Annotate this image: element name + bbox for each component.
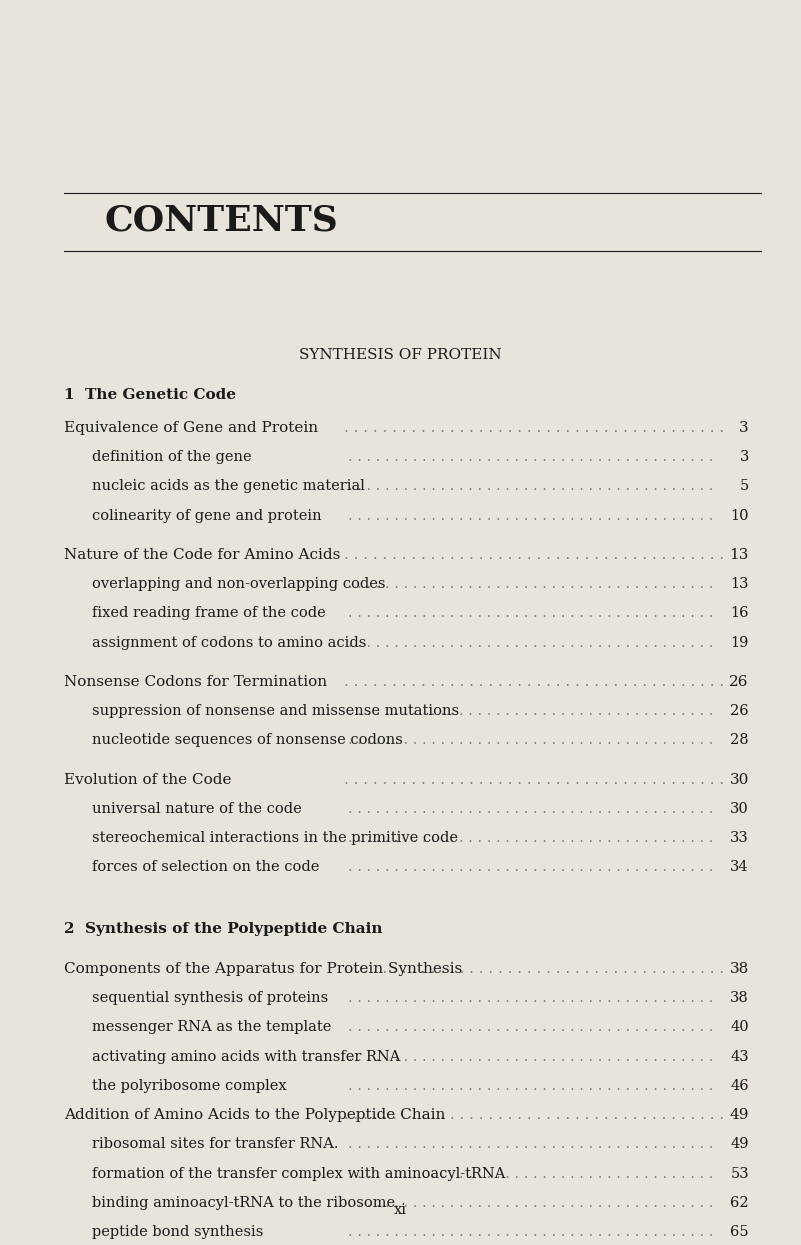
Text: CONTENTS: CONTENTS [104, 203, 338, 238]
Text: 30: 30 [731, 802, 749, 815]
Text: 43: 43 [731, 1050, 749, 1063]
Text: Nonsense Codons for Termination: Nonsense Codons for Termination [64, 675, 327, 688]
Text: 3: 3 [739, 421, 749, 435]
Text: colinearity of gene and protein: colinearity of gene and protein [92, 508, 322, 523]
Text: 26: 26 [730, 675, 749, 688]
Text: . . . . . . . . . . . . . . . . . . . . . . . . . . . . . . . . . . . . . . . .: . . . . . . . . . . . . . . . . . . . . … [348, 1225, 714, 1239]
Text: . . . . . . . . . . . . . . . . . . . . . . . . . . . . . . . . . . . . . . . .: . . . . . . . . . . . . . . . . . . . . … [348, 1078, 714, 1093]
Text: . . . . . . . . . . . . . . . . . . . . . . . . . . . . . . . . . . . . . . . .: . . . . . . . . . . . . . . . . . . . . … [348, 606, 714, 620]
Text: . . . . . . . . . . . . . . . . . . . . . . . . . . . . . . . . . . . . . . . .: . . . . . . . . . . . . . . . . . . . . … [344, 961, 725, 976]
Text: . . . . . . . . . . . . . . . . . . . . . . . . . . . . . . . . . . . . . . . .: . . . . . . . . . . . . . . . . . . . . … [344, 772, 725, 787]
Text: 13: 13 [730, 548, 749, 561]
Text: . . . . . . . . . . . . . . . . . . . . . . . . . . . . . . . . . . . . . . . .: . . . . . . . . . . . . . . . . . . . . … [348, 479, 714, 493]
Text: Evolution of the Code: Evolution of the Code [64, 772, 231, 787]
Text: forces of selection on the code: forces of selection on the code [92, 860, 320, 874]
Text: overlapping and non-overlapping codes: overlapping and non-overlapping codes [92, 576, 385, 591]
Text: formation of the transfer complex with aminoacyl-tRNA: formation of the transfer complex with a… [92, 1167, 505, 1180]
Text: ribosomal sites for transfer RNA.: ribosomal sites for transfer RNA. [92, 1138, 339, 1152]
Text: . . . . . . . . . . . . . . . . . . . . . . . . . . . . . . . . . . . . . . . .: . . . . . . . . . . . . . . . . . . . . … [348, 1050, 714, 1063]
Text: 49: 49 [730, 1108, 749, 1122]
Text: . . . . . . . . . . . . . . . . . . . . . . . . . . . . . . . . . . . . . . . .: . . . . . . . . . . . . . . . . . . . . … [348, 449, 714, 464]
Text: 40: 40 [731, 1021, 749, 1035]
Text: . . . . . . . . . . . . . . . . . . . . . . . . . . . . . . . . . . . . . . . .: . . . . . . . . . . . . . . . . . . . . … [344, 675, 725, 688]
Text: . . . . . . . . . . . . . . . . . . . . . . . . . . . . . . . . . . . . . . . .: . . . . . . . . . . . . . . . . . . . . … [348, 1138, 714, 1152]
Text: sequential synthesis of proteins: sequential synthesis of proteins [92, 991, 328, 1005]
Text: 5: 5 [739, 479, 749, 493]
Text: Nature of the Code for Amino Acids: Nature of the Code for Amino Acids [64, 548, 340, 561]
Text: 3: 3 [739, 449, 749, 464]
Text: definition of the gene: definition of the gene [92, 449, 252, 464]
Text: Components of the Apparatus for Protein Synthesis: Components of the Apparatus for Protein … [64, 961, 462, 976]
Text: xi: xi [394, 1203, 407, 1218]
Text: 38: 38 [731, 991, 749, 1005]
Text: . . . . . . . . . . . . . . . . . . . . . . . . . . . . . . . . . . . . . . . .: . . . . . . . . . . . . . . . . . . . . … [348, 860, 714, 874]
Text: binding aminoacyl-tRNA to the ribosome: binding aminoacyl-tRNA to the ribosome [92, 1195, 395, 1210]
Text: . . . . . . . . . . . . . . . . . . . . . . . . . . . . . . . . . . . . . . . .: . . . . . . . . . . . . . . . . . . . . … [348, 703, 714, 718]
Text: peptide bond synthesis: peptide bond synthesis [92, 1225, 264, 1239]
Text: . . . . . . . . . . . . . . . . . . . . . . . . . . . . . . . . . . . . . . . .: . . . . . . . . . . . . . . . . . . . . … [348, 508, 714, 523]
Text: universal nature of the code: universal nature of the code [92, 802, 302, 815]
Text: 19: 19 [731, 635, 749, 650]
Text: nucleotide sequences of nonsense codons: nucleotide sequences of nonsense codons [92, 733, 403, 747]
Text: 33: 33 [731, 832, 749, 845]
Text: Addition of Amino Acids to the Polypeptide Chain: Addition of Amino Acids to the Polypepti… [64, 1108, 445, 1122]
Text: . . . . . . . . . . . . . . . . . . . . . . . . . . . . . . . . . . . . . . . .: . . . . . . . . . . . . . . . . . . . . … [348, 832, 714, 845]
Text: messenger RNA as the template: messenger RNA as the template [92, 1021, 332, 1035]
Text: fixed reading frame of the code: fixed reading frame of the code [92, 606, 326, 620]
Text: . . . . . . . . . . . . . . . . . . . . . . . . . . . . . . . . . . . . . . . .: . . . . . . . . . . . . . . . . . . . . … [348, 1167, 714, 1180]
Text: 62: 62 [731, 1195, 749, 1210]
Text: . . . . . . . . . . . . . . . . . . . . . . . . . . . . . . . . . . . . . . . .: . . . . . . . . . . . . . . . . . . . . … [348, 1195, 714, 1210]
Text: 26: 26 [731, 703, 749, 718]
Text: . . . . . . . . . . . . . . . . . . . . . . . . . . . . . . . . . . . . . . . .: . . . . . . . . . . . . . . . . . . . . … [348, 991, 714, 1005]
Text: . . . . . . . . . . . . . . . . . . . . . . . . . . . . . . . . . . . . . . . .: . . . . . . . . . . . . . . . . . . . . … [344, 1108, 725, 1122]
Text: 28: 28 [731, 733, 749, 747]
Text: 38: 38 [730, 961, 749, 976]
Text: . . . . . . . . . . . . . . . . . . . . . . . . . . . . . . . . . . . . . . . .: . . . . . . . . . . . . . . . . . . . . … [348, 733, 714, 747]
Text: activating amino acids with transfer RNA: activating amino acids with transfer RNA [92, 1050, 400, 1063]
Text: 10: 10 [731, 508, 749, 523]
Text: 1  The Genetic Code: 1 The Genetic Code [64, 388, 236, 402]
Text: suppression of nonsense and missense mutations: suppression of nonsense and missense mut… [92, 703, 459, 718]
Text: 34: 34 [731, 860, 749, 874]
Text: . . . . . . . . . . . . . . . . . . . . . . . . . . . . . . . . . . . . . . . .: . . . . . . . . . . . . . . . . . . . . … [344, 421, 725, 435]
Text: the polyribosome complex: the polyribosome complex [92, 1078, 287, 1093]
Text: nucleic acids as the genetic material: nucleic acids as the genetic material [92, 479, 365, 493]
Text: stereochemical interactions in the primitive code: stereochemical interactions in the primi… [92, 832, 458, 845]
Text: 49: 49 [731, 1138, 749, 1152]
Text: 16: 16 [731, 606, 749, 620]
Text: . . . . . . . . . . . . . . . . . . . . . . . . . . . . . . . . . . . . . . . .: . . . . . . . . . . . . . . . . . . . . … [348, 1021, 714, 1035]
Text: Equivalence of Gene and Protein: Equivalence of Gene and Protein [64, 421, 318, 435]
Text: 65: 65 [731, 1225, 749, 1239]
Text: SYNTHESIS OF PROTEIN: SYNTHESIS OF PROTEIN [300, 347, 501, 362]
Text: assignment of codons to amino acids: assignment of codons to amino acids [92, 635, 367, 650]
Text: 13: 13 [731, 576, 749, 591]
Text: . . . . . . . . . . . . . . . . . . . . . . . . . . . . . . . . . . . . . . . .: . . . . . . . . . . . . . . . . . . . . … [348, 576, 714, 591]
Text: 2  Synthesis of the Polypeptide Chain: 2 Synthesis of the Polypeptide Chain [64, 921, 383, 936]
Text: . . . . . . . . . . . . . . . . . . . . . . . . . . . . . . . . . . . . . . . .: . . . . . . . . . . . . . . . . . . . . … [348, 635, 714, 650]
Text: 53: 53 [731, 1167, 749, 1180]
Text: . . . . . . . . . . . . . . . . . . . . . . . . . . . . . . . . . . . . . . . .: . . . . . . . . . . . . . . . . . . . . … [344, 548, 725, 561]
Text: . . . . . . . . . . . . . . . . . . . . . . . . . . . . . . . . . . . . . . . .: . . . . . . . . . . . . . . . . . . . . … [348, 802, 714, 815]
Text: 30: 30 [730, 772, 749, 787]
Text: 46: 46 [731, 1078, 749, 1093]
